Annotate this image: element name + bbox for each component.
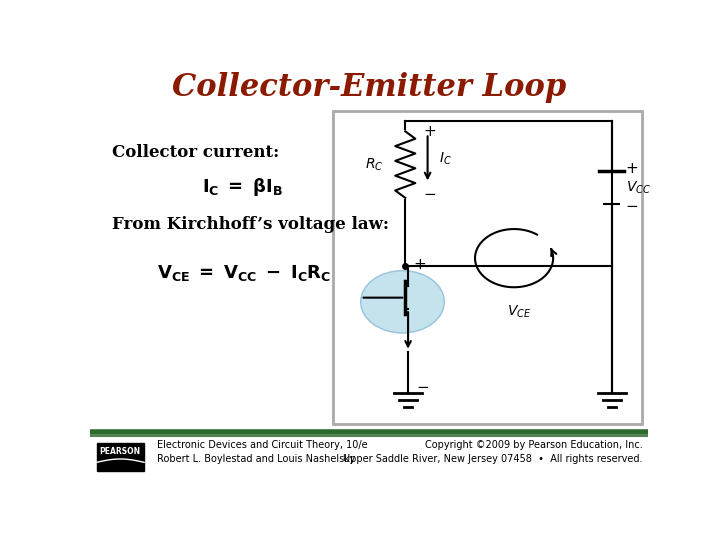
Text: −: − bbox=[423, 187, 436, 202]
Text: −: − bbox=[626, 199, 639, 214]
Text: $I_C$: $I_C$ bbox=[438, 150, 451, 166]
Text: +: + bbox=[626, 161, 639, 176]
Text: $V_{CE}$: $V_{CE}$ bbox=[508, 304, 532, 320]
Text: $\mathbf{V_{CE}\ =\ V_{CC}\ -\ I_C R_C}$: $\mathbf{V_{CE}\ =\ V_{CC}\ -\ I_C R_C}$ bbox=[157, 262, 331, 283]
Text: −: − bbox=[416, 380, 429, 395]
Text: Upper Saddle River, New Jersey 07458  •  All rights reserved.: Upper Saddle River, New Jersey 07458 • A… bbox=[343, 454, 642, 464]
FancyBboxPatch shape bbox=[96, 443, 144, 471]
Text: Electronic Devices and Circuit Theory, 10/e: Electronic Devices and Circuit Theory, 1… bbox=[157, 440, 368, 450]
Text: Collector-Emitter Loop: Collector-Emitter Loop bbox=[172, 72, 566, 103]
Text: PEARSON: PEARSON bbox=[99, 447, 140, 456]
Text: Copyright ©2009 by Pearson Education, Inc.: Copyright ©2009 by Pearson Education, In… bbox=[425, 440, 642, 450]
Text: $V_{CC}$: $V_{CC}$ bbox=[626, 179, 651, 195]
Text: Robert L. Boylestad and Louis Nashelsky: Robert L. Boylestad and Louis Nashelsky bbox=[157, 454, 355, 464]
Text: +: + bbox=[423, 124, 436, 139]
Text: $R_C$: $R_C$ bbox=[364, 157, 383, 173]
Text: Collector current:: Collector current: bbox=[112, 144, 279, 160]
FancyBboxPatch shape bbox=[333, 111, 642, 424]
Text: From Kirchhoff’s voltage law:: From Kirchhoff’s voltage law: bbox=[112, 217, 390, 233]
Text: $\mathbf{I_C\ =\ \beta I_B}$: $\mathbf{I_C\ =\ \beta I_B}$ bbox=[202, 177, 282, 199]
Text: +: + bbox=[413, 257, 426, 272]
Circle shape bbox=[361, 271, 444, 333]
